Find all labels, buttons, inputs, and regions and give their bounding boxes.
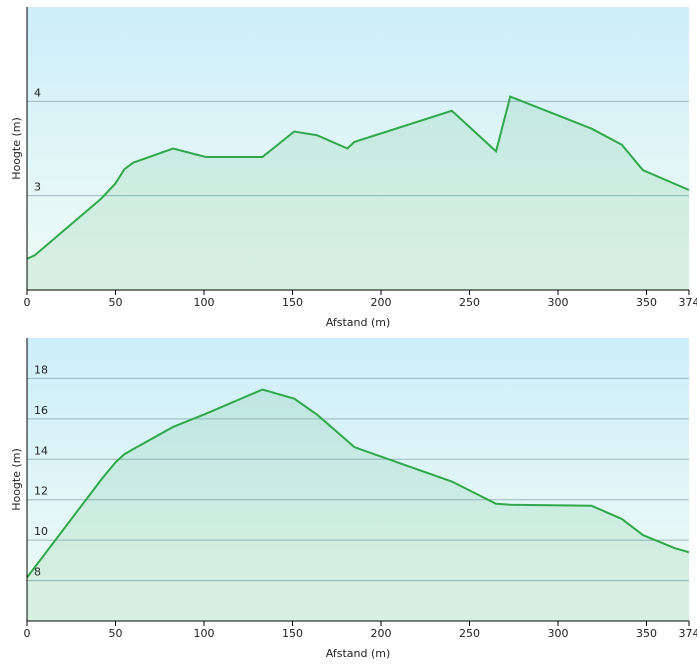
line — [26, 388, 690, 579]
x-axis-title: Afstand (m) — [326, 647, 391, 660]
y-tick-label: 12 — [34, 485, 48, 498]
y-axis-title: Hoogte (m) — [10, 448, 23, 511]
x-tick-label: 300 — [548, 627, 569, 640]
x-tick-label: 0 — [24, 627, 31, 640]
x-tick-label: 150 — [282, 627, 303, 640]
plot-background — [27, 338, 689, 621]
y-tick-label: 14 — [34, 444, 48, 457]
y-tick-label: 4 — [34, 86, 41, 99]
y-tick-label: 3 — [34, 181, 41, 194]
x-tick-label: 374 — [679, 627, 697, 640]
line — [26, 95, 690, 260]
y-tick-label: 18 — [34, 363, 48, 376]
x-tick-label: 374 — [679, 296, 697, 309]
y-tick-label: 8 — [34, 566, 41, 579]
y-tick-label: 10 — [34, 525, 48, 538]
x-tick-label: 300 — [548, 296, 569, 309]
x-tick-label: 150 — [282, 296, 303, 309]
x-tick-label: 100 — [194, 627, 215, 640]
x-tick-label: 200 — [371, 627, 392, 640]
area-fill — [27, 389, 689, 621]
plot-background — [27, 7, 689, 290]
x-axis-title: Afstand (m) — [326, 316, 391, 329]
y-axis-title: Hoogte (m) — [10, 117, 23, 180]
x-tick-label: 350 — [636, 627, 657, 640]
x-tick-label: 250 — [459, 296, 480, 309]
x-tick-label: 350 — [636, 296, 657, 309]
x-tick-label: 50 — [109, 296, 123, 309]
x-tick-label: 50 — [109, 627, 123, 640]
x-tick-label: 250 — [459, 627, 480, 640]
y-tick-label: 16 — [34, 404, 48, 417]
area-fill — [27, 96, 689, 290]
x-tick-label: 200 — [371, 296, 392, 309]
x-tick-label: 100 — [194, 296, 215, 309]
x-tick-label: 0 — [24, 296, 31, 309]
